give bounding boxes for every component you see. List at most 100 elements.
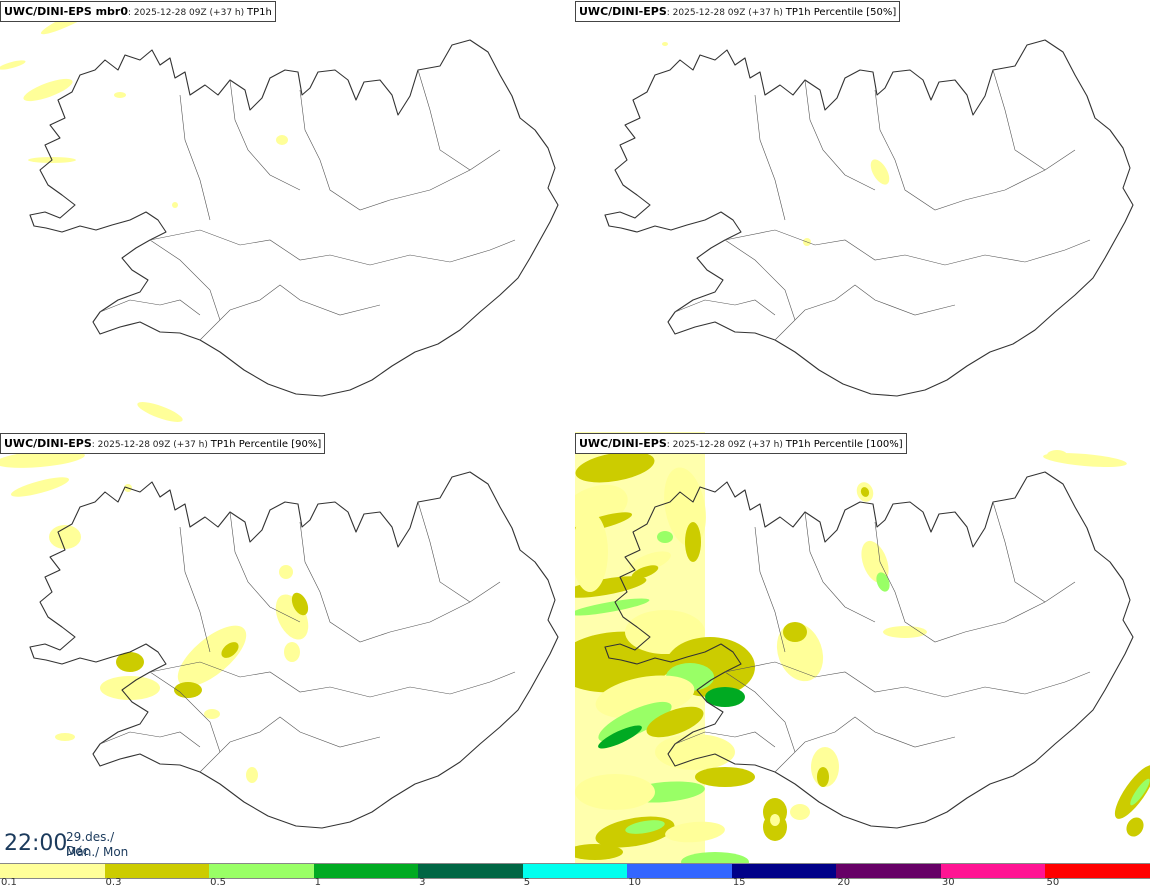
precip-area (770, 814, 780, 826)
color-scale-label: 0.5 (210, 877, 226, 888)
precip-area (204, 709, 220, 719)
precip-area (1047, 450, 1067, 460)
run-info: : 2025-12-28 09Z (+37 h) (91, 440, 211, 450)
iceland-map (604, 39, 1134, 397)
road-line (674, 299, 776, 316)
coastline (29, 471, 559, 829)
model-name: UWC/DINI-EPS (579, 5, 667, 18)
precip-area (10, 477, 70, 497)
precip-area (575, 576, 647, 598)
precip-area (23, 78, 73, 102)
road-line (674, 731, 776, 748)
color-scale-label: 0.3 (105, 877, 122, 888)
valid-time: 22:00 (4, 831, 68, 856)
precip-area (246, 767, 258, 783)
color-scale-swatch (522, 864, 628, 878)
precip-area (279, 565, 293, 579)
road-line (992, 69, 1046, 171)
panel-title: UWC/DINI-EPS: 2025-12-28 09Z (+37 h) TP1… (575, 433, 907, 454)
precip-area (1126, 817, 1144, 837)
precip-area (860, 487, 870, 497)
precip-area (657, 531, 673, 543)
road-line (804, 79, 876, 191)
road-line (149, 229, 516, 266)
color-scale-swatch (836, 864, 941, 878)
map-panel-percentile-90: UWC/DINI-EPS: 2025-12-28 09Z (+37 h) TP1… (0, 432, 575, 864)
color-scale-label: 5 (523, 877, 531, 888)
panel-title: UWC/DINI-EPS: 2025-12-28 09Z (+37 h) TP1… (0, 433, 326, 454)
precip-area (100, 676, 160, 700)
precip-area (575, 512, 608, 592)
color-scale-swatch (313, 864, 419, 878)
color-scale-swatch (627, 864, 732, 878)
precip-area (0, 450, 85, 468)
road-line (179, 526, 211, 653)
run-info: : 2025-12-28 09Z (+37 h) (128, 8, 247, 18)
road-line (149, 671, 221, 753)
precip-area (685, 522, 701, 562)
precip-area (291, 592, 309, 616)
road-line (417, 501, 471, 603)
coastline (604, 39, 1134, 397)
precip-area (598, 725, 642, 749)
precip-area (665, 821, 725, 843)
precip-area (681, 852, 749, 864)
color-scale-label: 1 (314, 877, 321, 888)
color-scale-label: 3 (419, 877, 426, 888)
precip-area (655, 734, 735, 770)
precip-area (55, 733, 75, 741)
valid-time-box: 22:00 29.des./ Dec Mán./ Mon (0, 827, 134, 863)
road-line (149, 661, 516, 698)
color-scale-swatch (104, 864, 210, 878)
run-info: : 2025-12-28 09Z (+37 h) (666, 440, 786, 450)
iceland-map (575, 432, 1150, 864)
road-line (199, 716, 381, 773)
parameter-name: TP1h Percentile [90%] (210, 439, 322, 450)
precip-area (276, 135, 288, 145)
road-line (229, 511, 301, 623)
road-line (149, 239, 221, 321)
road-line (774, 284, 956, 341)
precip-area (49, 525, 81, 549)
precip-area (817, 767, 829, 787)
precip-area (575, 598, 650, 616)
color-scale-swatch (209, 864, 314, 878)
color-scale-label: 15 (732, 877, 746, 888)
color-scale-label: 30 (941, 877, 955, 888)
precip-area (575, 451, 655, 483)
precip-area (662, 42, 668, 46)
precip-area (625, 820, 665, 834)
precip-area (177, 625, 247, 687)
road-line (299, 89, 501, 211)
color-scale-swatch (731, 864, 837, 878)
precip-area (876, 572, 890, 592)
color-scale-swatch (0, 864, 105, 878)
model-name: UWC/DINI-EPS mbr0 (4, 5, 128, 18)
road-line (724, 671, 796, 753)
precip-area (221, 642, 239, 658)
parameter-name: TP1h Percentile [100%] (785, 439, 903, 450)
precip-area (631, 565, 659, 579)
road-line (804, 511, 876, 623)
road-line (724, 239, 796, 321)
precip-area (137, 402, 183, 422)
precip-area (275, 594, 309, 640)
road-line (992, 501, 1046, 603)
precip-area (629, 551, 671, 573)
map-panel-member0: UWC/DINI-EPS mbr0: 2025-12-28 09Z (+37 h… (0, 0, 575, 432)
color-scale-label: 20 (837, 877, 851, 888)
panel-title: UWC/DINI-EPS: 2025-12-28 09Z (+37 h) TP1… (575, 1, 901, 22)
precip-area (705, 687, 745, 707)
road-line (99, 731, 201, 748)
road-line (874, 89, 1076, 211)
road-line (754, 526, 786, 653)
model-name: UWC/DINI-EPS (4, 437, 92, 450)
road-line (754, 94, 786, 221)
iceland-map (0, 5, 559, 422)
road-line (724, 661, 1091, 698)
precip-area (116, 652, 144, 672)
precip-area (1130, 778, 1150, 806)
valid-date: 29.des./ Dec (66, 830, 115, 858)
road-line (99, 299, 201, 316)
road-line (229, 79, 301, 191)
